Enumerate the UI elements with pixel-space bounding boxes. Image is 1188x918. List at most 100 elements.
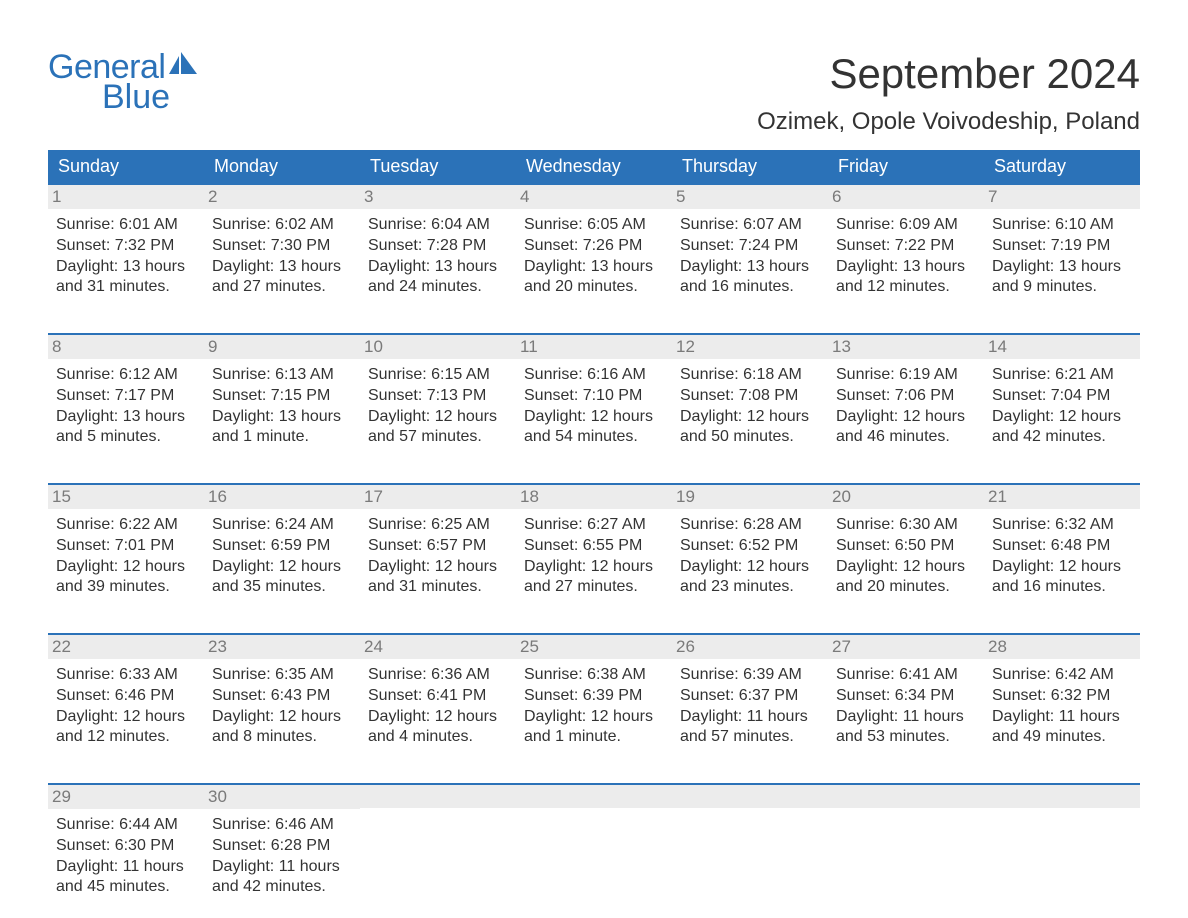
day-detail-line: and 49 minutes. [992, 727, 1132, 748]
day-number: 16 [208, 487, 227, 506]
day-detail-line: Sunrise: 6:02 AM [212, 215, 352, 236]
day-number-bar: 12 [672, 335, 828, 359]
day-details: Sunrise: 6:39 AMSunset: 6:37 PMDaylight:… [680, 665, 820, 748]
weekday-header: Sunday [48, 150, 204, 183]
day-details: Sunrise: 6:05 AMSunset: 7:26 PMDaylight:… [524, 215, 664, 298]
day-detail-line: and 9 minutes. [992, 277, 1132, 298]
calendar-week: 8Sunrise: 6:12 AMSunset: 7:17 PMDaylight… [48, 333, 1140, 463]
day-number-bar: 27 [828, 635, 984, 659]
calendar-day: 9 Sunrise: 6:13 AMSunset: 7:15 PMDaylight… [204, 335, 360, 463]
day-detail-line: Sunrise: 6:27 AM [524, 515, 664, 536]
day-detail-line: Daylight: 12 hours [212, 557, 352, 578]
weekday-header: Wednesday [516, 150, 672, 183]
day-number-bar: 28 [984, 635, 1140, 659]
day-detail-line: and 12 minutes. [836, 277, 976, 298]
day-detail-line: and 53 minutes. [836, 727, 976, 748]
day-detail-line: Sunrise: 6:38 AM [524, 665, 664, 686]
day-number-bar [672, 785, 828, 808]
day-detail-line: Sunset: 7:08 PM [680, 386, 820, 407]
day-detail-line: Sunrise: 6:25 AM [368, 515, 508, 536]
day-detail-line: Sunset: 7:22 PM [836, 236, 976, 257]
day-number: 15 [52, 487, 71, 506]
day-detail-line: Daylight: 12 hours [368, 707, 508, 728]
day-number: 30 [208, 787, 227, 806]
calendar-day: 21Sunrise: 6:32 AMSunset: 6:48 PMDayligh… [984, 485, 1140, 613]
day-details: Sunrise: 6:38 AMSunset: 6:39 PMDaylight:… [524, 665, 664, 748]
day-detail-line: Sunset: 6:50 PM [836, 536, 976, 557]
day-detail-line: Sunrise: 6:09 AM [836, 215, 976, 236]
day-detail-line: Sunset: 7:10 PM [524, 386, 664, 407]
calendar-week: 15 Sunrise: 6:22 AMSunset: 7:01 PMDayligh… [48, 483, 1140, 613]
day-detail-line: Sunrise: 6:28 AM [680, 515, 820, 536]
day-detail-line: Sunset: 6:28 PM [212, 836, 352, 857]
day-number-bar: 19 [672, 485, 828, 509]
day-detail-line: Sunset: 6:34 PM [836, 686, 976, 707]
day-details: Sunrise: 6:30 AMSunset: 6:50 PMDaylight:… [836, 515, 976, 598]
day-detail-line: Daylight: 13 hours [680, 257, 820, 278]
day-details: Sunrise: 6:22 AMSunset: 7:01 PMDaylight:… [56, 515, 196, 598]
logo-text-blue: Blue [102, 80, 203, 114]
day-detail-line: Sunset: 7:32 PM [56, 236, 196, 257]
day-number-bar: 3 [360, 185, 516, 209]
day-detail-line: and 46 minutes. [836, 427, 976, 448]
day-detail-line: Sunset: 6:55 PM [524, 536, 664, 557]
day-detail-line: Daylight: 12 hours [836, 557, 976, 578]
day-details: Sunrise: 6:15 AMSunset: 7:13 PMDaylight:… [368, 365, 508, 448]
day-number: 21 [988, 487, 1007, 506]
day-detail-line: Sunrise: 6:19 AM [836, 365, 976, 386]
calendar-day: 15 Sunrise: 6:22 AMSunset: 7:01 PMDayligh… [48, 485, 204, 613]
day-detail-line: Sunrise: 6:41 AM [836, 665, 976, 686]
day-details: Sunrise: 6:24 AMSunset: 6:59 PMDaylight:… [212, 515, 352, 598]
calendar-day: 16 Sunrise: 6:24 AMSunset: 6:59 PMDayligh… [204, 485, 360, 613]
day-detail-line: Daylight: 12 hours [992, 407, 1132, 428]
day-details: Sunrise: 6:46 AMSunset: 6:28 PMDaylight:… [212, 815, 352, 898]
calendar-day: 17Sunrise: 6:25 AMSunset: 6:57 PMDayligh… [360, 485, 516, 613]
day-details: Sunrise: 6:02 AMSunset: 7:30 PMDaylight:… [212, 215, 352, 298]
day-number: 19 [676, 487, 695, 506]
day-detail-line: and 27 minutes. [524, 577, 664, 598]
day-detail-line: Sunset: 7:19 PM [992, 236, 1132, 257]
calendar-day: 7Sunrise: 6:10 AMSunset: 7:19 PMDaylight… [984, 185, 1140, 313]
day-number-bar: 4 [516, 185, 672, 209]
day-number: 25 [520, 637, 539, 656]
day-detail-line: Sunset: 6:59 PM [212, 536, 352, 557]
day-detail-line: Daylight: 12 hours [524, 557, 664, 578]
day-detail-line: and 39 minutes. [56, 577, 196, 598]
day-number-bar: 1 [48, 185, 204, 209]
day-detail-line: Daylight: 11 hours [680, 707, 820, 728]
day-detail-line: and 31 minutes. [56, 277, 196, 298]
day-detail-line: Daylight: 13 hours [992, 257, 1132, 278]
day-detail-line: Sunrise: 6:46 AM [212, 815, 352, 836]
day-details: Sunrise: 6:13 AMSunset: 7:15 PMDaylight:… [212, 365, 352, 448]
day-number: 18 [520, 487, 539, 506]
calendar: Sunday Monday Tuesday Wednesday Thursday… [48, 150, 1140, 913]
day-detail-line: Sunrise: 6:44 AM [56, 815, 196, 836]
day-detail-line: and 4 minutes. [368, 727, 508, 748]
day-number: 5 [676, 187, 685, 206]
day-number: 9 [208, 337, 217, 356]
day-details: Sunrise: 6:33 AMSunset: 6:46 PMDaylight:… [56, 665, 196, 748]
day-number-bar: 18 [516, 485, 672, 509]
day-detail-line: and 1 minute. [524, 727, 664, 748]
day-detail-line: Daylight: 12 hours [56, 557, 196, 578]
location-text: Ozimek, Opole Voivodeship, Poland [757, 108, 1140, 136]
calendar-day [516, 785, 672, 913]
day-detail-line: Daylight: 12 hours [680, 407, 820, 428]
day-number: 1 [52, 187, 61, 206]
day-detail-line: Daylight: 12 hours [992, 557, 1132, 578]
calendar-day: 26 Sunrise: 6:39 AMSunset: 6:37 PMDayligh… [672, 635, 828, 763]
day-number-bar: 23 [204, 635, 360, 659]
day-number-bar: 11 [516, 335, 672, 359]
calendar-day: 18 Sunrise: 6:27 AMSunset: 6:55 PMDayligh… [516, 485, 672, 613]
calendar-day: 2Sunrise: 6:02 AMSunset: 7:30 PMDaylight… [204, 185, 360, 313]
day-detail-line: Sunset: 6:39 PM [524, 686, 664, 707]
day-number: 29 [52, 787, 71, 806]
day-number: 13 [832, 337, 851, 356]
day-detail-line: Daylight: 12 hours [212, 707, 352, 728]
day-detail-line: Daylight: 12 hours [524, 707, 664, 728]
day-detail-line: Sunrise: 6:32 AM [992, 515, 1132, 536]
day-number-bar: 26 [672, 635, 828, 659]
day-detail-line: Daylight: 13 hours [836, 257, 976, 278]
day-number-bar [828, 785, 984, 808]
day-detail-line: Daylight: 11 hours [836, 707, 976, 728]
